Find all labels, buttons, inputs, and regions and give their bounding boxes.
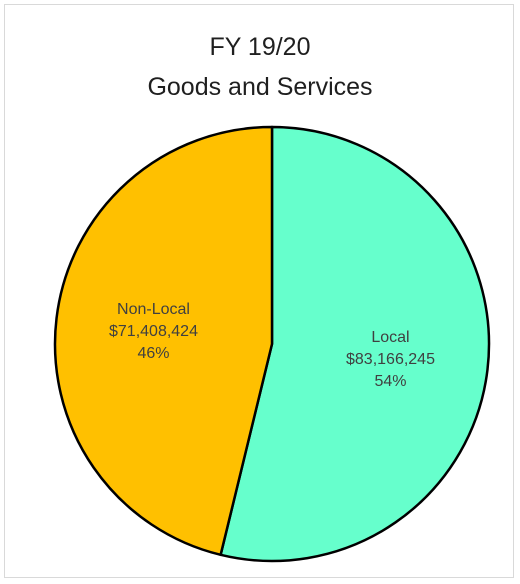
chart-title-line-1: FY 19/20 [209, 33, 311, 61]
slice-label-non-local-value: $71,408,424 [109, 323, 198, 340]
pie-slice-non-local [53, 125, 274, 557]
chart-title-line-2: Goods and Services [147, 73, 373, 101]
slice-label-non-local-percent: 46% [137, 345, 169, 362]
slice-label-non-local-name: Non-Local [117, 301, 190, 318]
slice-label-local-name: Local [371, 329, 409, 346]
slice-label-local-percent: 54% [374, 373, 406, 390]
slice-label-local-value: $83,166,245 [346, 351, 435, 368]
pie-slice-local [219, 125, 491, 563]
